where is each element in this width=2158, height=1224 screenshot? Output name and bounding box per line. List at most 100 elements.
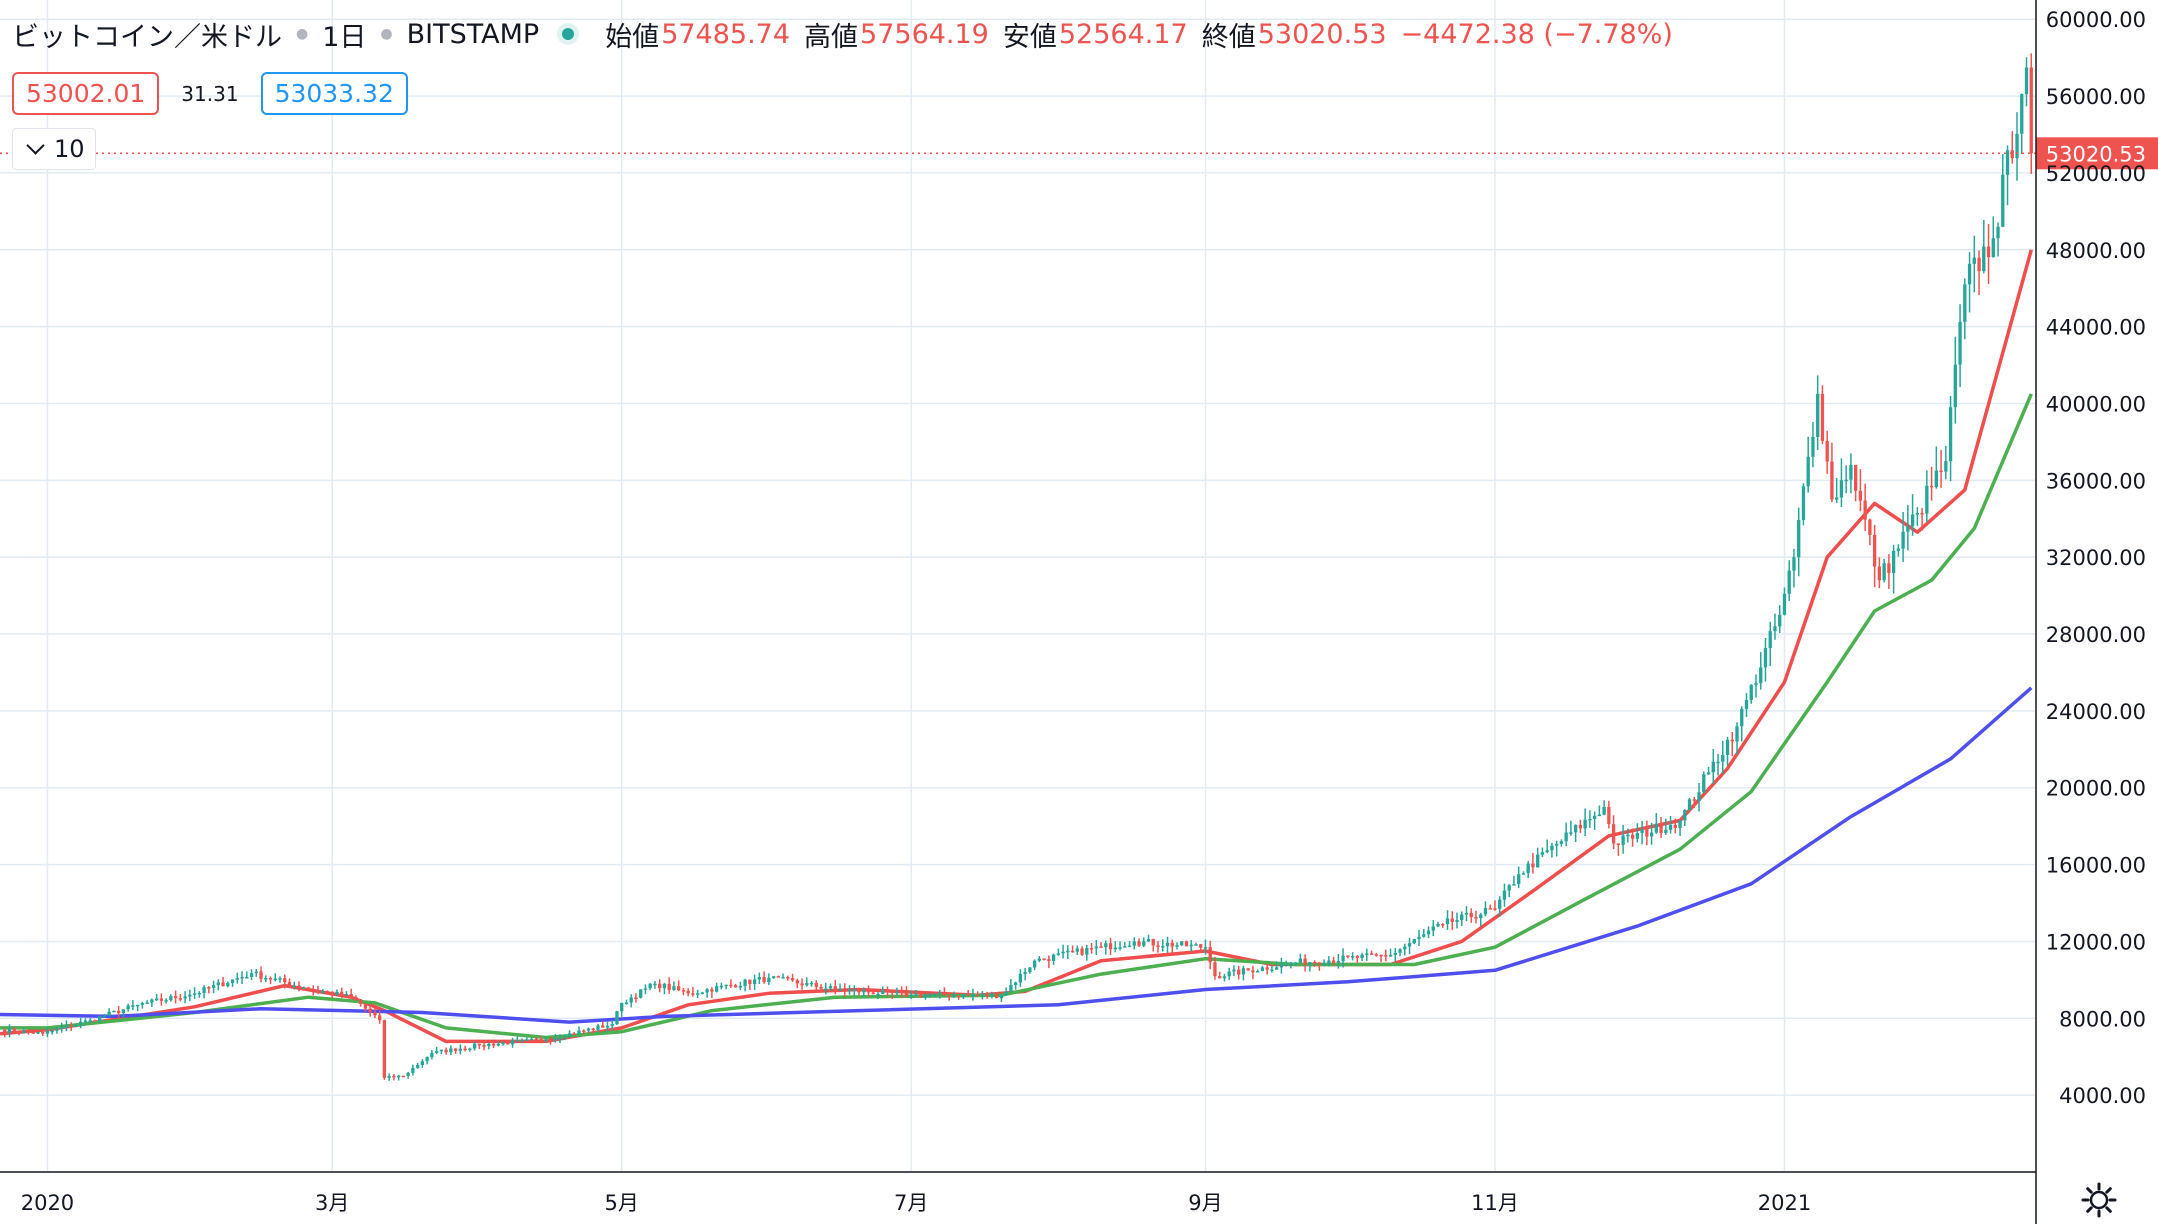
candle-body — [914, 994, 918, 996]
candle-body — [558, 1038, 562, 1040]
candle-body — [1331, 960, 1336, 963]
candle-body — [743, 979, 747, 986]
low-value: 52564.17 — [1058, 18, 1188, 50]
candle-body — [634, 997, 638, 1000]
candle-body — [975, 994, 980, 997]
candle-body — [1431, 926, 1435, 931]
candle-body — [1032, 960, 1037, 968]
candle-body — [752, 979, 757, 985]
candle-body — [1047, 959, 1051, 961]
candle-body — [159, 998, 164, 1001]
candle-body — [1668, 824, 1673, 830]
candle-body — [1108, 943, 1113, 950]
candle-body — [1289, 963, 1293, 966]
candle-body — [1464, 912, 1469, 915]
candle-body — [202, 987, 206, 993]
candle-body — [1778, 614, 1782, 627]
high-value: 57564.19 — [860, 18, 989, 50]
candle-body — [1583, 819, 1587, 829]
candle-body — [1782, 593, 1787, 615]
candle-body — [1218, 976, 1222, 979]
candle-body — [1948, 407, 1953, 462]
candle-body — [1308, 962, 1312, 965]
interval-label[interactable]: 1日 — [322, 21, 367, 53]
price-tick-label: 40000.00 — [2046, 392, 2146, 416]
price-tick-label: 48000.00 — [2046, 239, 2146, 263]
candle-body — [382, 1020, 387, 1078]
candle-body — [1436, 923, 1440, 927]
candle-body — [748, 979, 752, 985]
indicators-toggle-button[interactable]: 10 — [12, 128, 96, 170]
candle-body — [17, 1032, 21, 1034]
candle-body — [771, 976, 776, 978]
candle-body — [316, 989, 320, 992]
buy-price-button[interactable]: 53033.32 — [260, 72, 408, 115]
grid — [0, 0, 2036, 1172]
candle-body — [1526, 863, 1530, 874]
candle-body — [2005, 150, 2010, 175]
candle-body — [1540, 852, 1545, 855]
candle-body — [852, 989, 856, 991]
price-tick-label: 16000.00 — [2046, 854, 2146, 878]
candle-body — [567, 1033, 572, 1038]
candle-body — [1075, 948, 1079, 952]
candle-body — [93, 1020, 97, 1022]
candle-body — [1350, 955, 1355, 958]
candle-body — [1369, 953, 1374, 955]
candle-body — [1982, 246, 1986, 272]
candle-body — [235, 978, 239, 980]
candle-body — [173, 996, 178, 999]
candle-body — [909, 995, 913, 997]
candle-body — [145, 1002, 149, 1004]
candle-body — [482, 1045, 486, 1047]
candle-body — [1830, 461, 1834, 500]
price-tick-label: 8000.00 — [2059, 1007, 2146, 1031]
candle-body — [74, 1024, 78, 1027]
candle-body — [719, 985, 724, 988]
candle-body — [1725, 739, 1730, 755]
candle-body — [1284, 963, 1288, 966]
candle-body — [1450, 918, 1454, 922]
candle-body — [786, 977, 790, 979]
candle-body — [197, 992, 201, 995]
candle-body — [999, 995, 1004, 999]
candle-body — [563, 1037, 567, 1039]
symbol-name[interactable]: ビットコイン／米ドル — [12, 21, 282, 53]
candle-body — [819, 986, 823, 989]
gear-icon[interactable] — [2079, 1180, 2119, 1220]
candle-body — [112, 1010, 116, 1013]
candle-body — [444, 1049, 448, 1053]
legend-separator: ● — [296, 26, 309, 42]
price-tick-label: 60000.00 — [2046, 8, 2146, 32]
candle-body — [1730, 739, 1734, 742]
candle-body — [1550, 845, 1554, 851]
candle-body — [847, 989, 852, 992]
candle-body — [1891, 550, 1896, 573]
candle-body — [1241, 968, 1246, 975]
candle-body — [1759, 667, 1763, 684]
candle-body — [757, 977, 762, 980]
candle-body — [1749, 684, 1753, 700]
candle-body — [1687, 799, 1692, 810]
candle-body — [871, 992, 875, 995]
candle-body — [828, 986, 833, 989]
candle-body — [795, 980, 799, 984]
candle-body — [192, 993, 197, 995]
candle-body — [1910, 514, 1915, 527]
candle-body — [12, 1028, 16, 1033]
candle-body — [368, 1008, 372, 1013]
time-tick-label: 11月 — [1471, 1191, 1519, 1215]
candle-body — [2010, 150, 2014, 159]
open-label: 始値 — [605, 21, 660, 53]
candle-body — [695, 993, 700, 995]
candle-body — [767, 977, 771, 982]
time-tick-label: 5月 — [605, 1191, 639, 1215]
candle-body — [1189, 944, 1193, 947]
candle-body — [605, 1025, 610, 1028]
candle-body — [1887, 563, 1891, 573]
candle-body — [776, 976, 780, 978]
candle-body — [1678, 820, 1682, 828]
sell-price-button[interactable]: 53002.01 — [12, 72, 160, 115]
candle-body — [1398, 949, 1402, 953]
